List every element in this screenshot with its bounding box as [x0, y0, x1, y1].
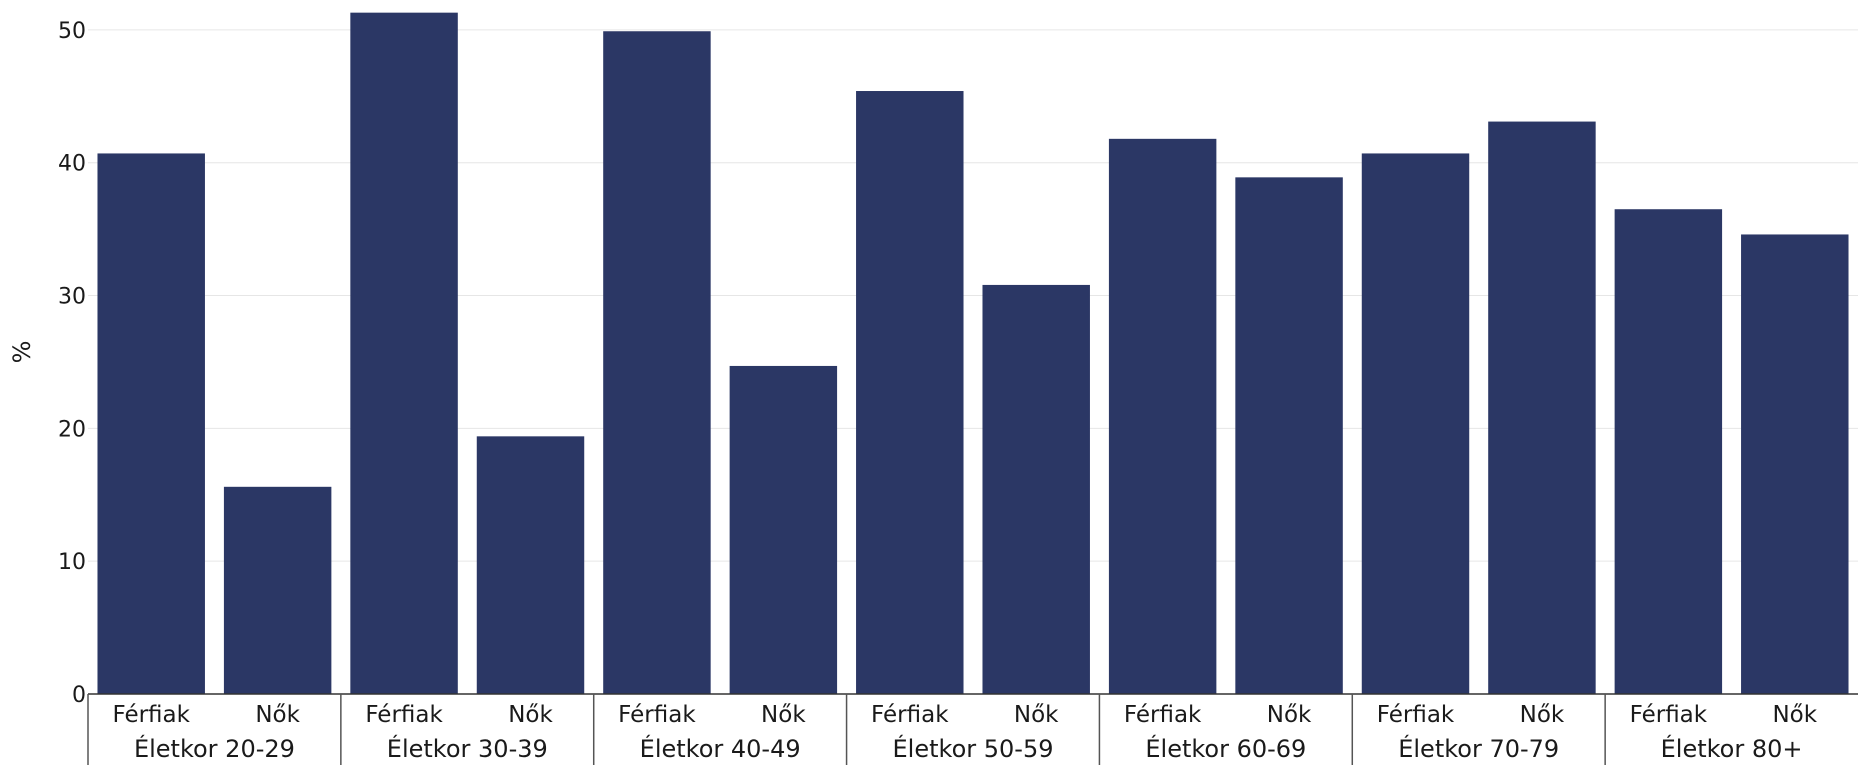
- x-group-label: Életkor 30-39: [387, 734, 548, 763]
- x-category-label: Nők: [761, 702, 806, 728]
- bar: [476, 436, 585, 694]
- x-category-label: Férfiak: [618, 702, 696, 728]
- x-group-label: Életkor 70-79: [1398, 734, 1559, 763]
- bar: [1741, 234, 1849, 694]
- y-tick-label: 40: [58, 152, 86, 177]
- x-category-label: Nők: [1267, 702, 1312, 728]
- x-category-label: Nők: [255, 702, 300, 728]
- bar: [350, 12, 458, 694]
- bar: [1235, 177, 1343, 694]
- y-tick-label: 10: [58, 550, 86, 575]
- bar: [1488, 121, 1596, 694]
- bar-layer: [97, 12, 1849, 695]
- x-group-label: Életkor 20-29: [134, 734, 295, 763]
- x-group-label: Életkor 60-69: [1145, 734, 1306, 763]
- x-category-label: Férfiak: [1377, 702, 1455, 728]
- x-group-label: Életkor 80+: [1661, 734, 1803, 763]
- bar: [223, 486, 332, 694]
- x-category-label: Nők: [1520, 702, 1565, 728]
- y-axis-label: %: [8, 341, 36, 364]
- y-tick-label: 0: [72, 683, 86, 708]
- bar: [729, 365, 838, 694]
- x-group-label: Életkor 50-59: [893, 734, 1054, 763]
- x-category-label: Férfiak: [1630, 702, 1708, 728]
- bar: [856, 91, 964, 695]
- y-tick-label: 50: [58, 19, 86, 44]
- x-category-label: Férfiak: [365, 702, 443, 728]
- x-category-label: Nők: [1772, 702, 1817, 728]
- bar: [603, 31, 711, 694]
- y-tick-label: 30: [58, 285, 86, 310]
- bar: [1361, 153, 1470, 694]
- x-category-label: Férfiak: [1124, 702, 1202, 728]
- bar: [982, 284, 1090, 694]
- x-category-label: Férfiak: [112, 702, 190, 728]
- x-category-label: Férfiak: [871, 702, 949, 728]
- x-category-label: Nők: [1014, 702, 1059, 728]
- axis-layer: 0 10 20 30 40 50 Férfiak Nők Életkor 20-29 Férfia…: [58, 19, 1858, 765]
- x-group-label: Életkor 40-49: [640, 734, 801, 763]
- bar: [1108, 138, 1217, 695]
- y-tick-label: 20: [58, 417, 86, 442]
- bar: [97, 153, 205, 694]
- x-category-label: Nők: [508, 702, 553, 728]
- bar: [1614, 209, 1723, 694]
